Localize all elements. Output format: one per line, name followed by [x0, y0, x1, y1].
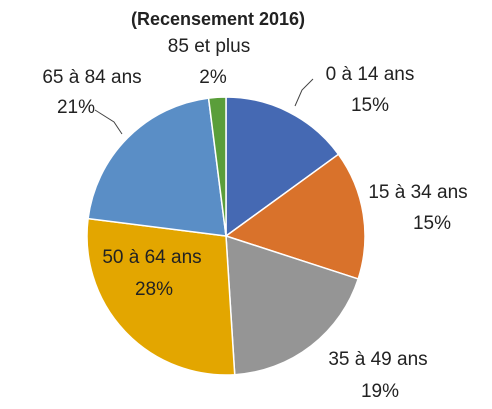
- value-label: 21%: [57, 97, 95, 118]
- slice-label: 50 à 64 ans: [102, 247, 201, 268]
- value-label: 2%: [199, 67, 227, 88]
- pie-slice: [86, 217, 236, 376]
- slice-label: 15 à 34 ans: [368, 182, 467, 203]
- chart-subtitle: (Recensement 2016): [131, 9, 305, 29]
- leader-line: [94, 109, 123, 135]
- value-label: 15%: [413, 213, 451, 234]
- leader-line: [294, 78, 314, 107]
- pie-slice: [207, 96, 227, 237]
- slice-label: 65 à 84 ans: [42, 67, 141, 88]
- pie-slice: [225, 234, 360, 376]
- pie-slice: [224, 153, 366, 280]
- slice-label: 85 et plus: [168, 36, 250, 57]
- slice-label: 0 à 14 ans: [326, 64, 415, 85]
- pie-slice: [87, 97, 227, 237]
- value-label: 19%: [361, 381, 399, 402]
- value-label: 28%: [135, 279, 173, 300]
- value-label: 15%: [351, 95, 389, 116]
- pie-slice: [225, 96, 340, 238]
- slice-label: 35 à 49 ans: [328, 349, 427, 370]
